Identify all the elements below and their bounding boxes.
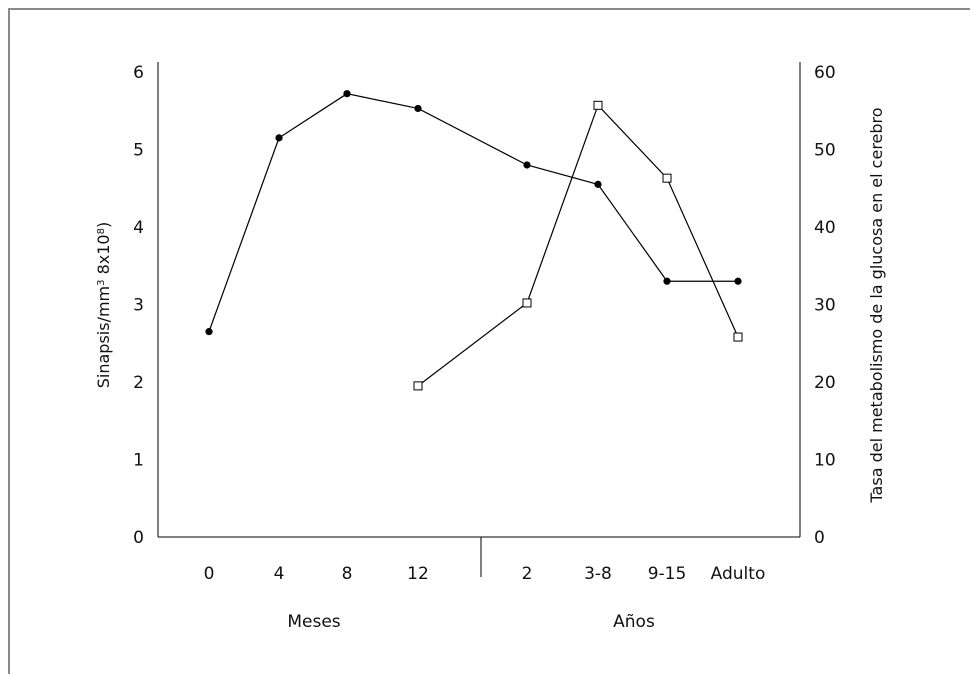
y-axis-left-title-sup: 3: [96, 279, 107, 285]
series-1-point: [414, 104, 422, 113]
y-left-tick-label: 4: [133, 218, 144, 238]
series-1-point: [734, 277, 742, 285]
series-2-line: [417, 104, 739, 387]
y-right-tick-label: 20: [814, 373, 836, 393]
figure-frame: [8, 8, 970, 674]
series-1-point: [275, 134, 283, 142]
series-1-line: [208, 93, 738, 332]
y-right-tick-label: 40: [814, 218, 836, 238]
y-axis-left-title-close: ): [94, 222, 113, 228]
series-2-point: [662, 173, 672, 183]
y-left-tick-label: 2: [133, 373, 144, 393]
x-tick-label: 8: [342, 564, 353, 584]
y-right-tick-label: 0: [814, 528, 825, 548]
series-1-point: [594, 180, 602, 188]
y-left-tick-label: 3: [133, 296, 144, 316]
series-1-point: [663, 277, 671, 285]
series-1-point: [343, 90, 351, 98]
x-tick-label: 9-15: [648, 564, 687, 584]
x-tick-label: 2: [522, 564, 533, 584]
y-right-tick-label: 60: [814, 63, 836, 83]
y-axis-right-title: Tasa del metabolismo de la glucosa en el…: [867, 107, 886, 503]
y-right-tick-label: 10: [814, 451, 836, 471]
x-tick-label: 0: [204, 564, 215, 584]
y-left-tick-label: 1: [133, 451, 144, 471]
series-1-point: [523, 161, 531, 169]
series-2-point: [733, 332, 743, 342]
chart-series: [205, 90, 743, 391]
y-left-tick-label: 5: [133, 141, 144, 161]
x-tick-label: 12: [407, 564, 429, 584]
x-tick-label: Adulto: [711, 564, 766, 584]
y-axis-left-title-exp: 8: [96, 228, 107, 234]
series-1-point: [205, 328, 213, 336]
y-axis-left-title-rest: 8x10: [94, 234, 113, 279]
y-right-tick-label: 50: [814, 141, 836, 161]
series-2-point: [413, 381, 423, 391]
y-left-tick-label: 0: [133, 528, 144, 548]
y-left-tick-label: 6: [133, 63, 144, 83]
group-label-meses: Meses: [287, 612, 340, 632]
y-axis-left-title-main: Sinapsis/mm: [94, 286, 113, 388]
series-2-point: [593, 100, 603, 110]
group-label-anos: Años: [613, 612, 655, 632]
x-tick-label: 3-8: [584, 564, 612, 584]
y-right-tick-label: 30: [814, 296, 836, 316]
x-tick-label: 4: [274, 564, 285, 584]
y-axis-left-title: Sinapsis/mm3 8x108): [94, 222, 113, 388]
series-2-point: [522, 298, 532, 308]
chart-axes: [157, 62, 801, 577]
